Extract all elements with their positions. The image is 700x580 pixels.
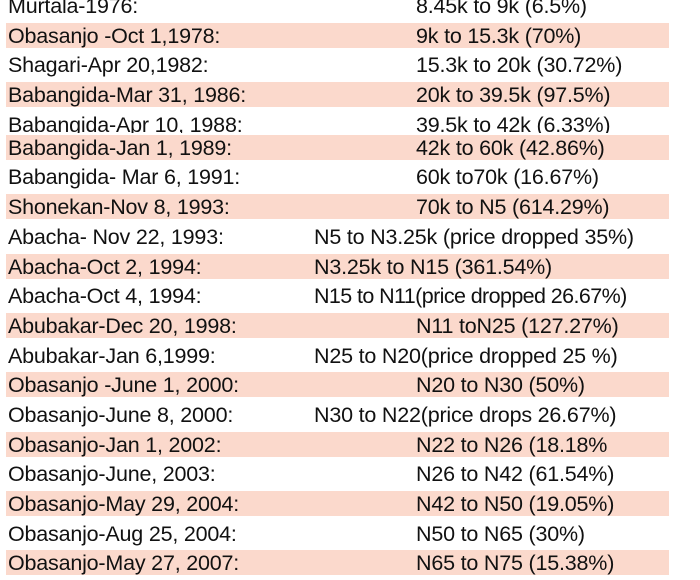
price-change-cell: 42k to 60k (42.86%) [416,135,605,160]
row-highlight [6,431,669,457]
table-row: Obasanjo -June 1, 2000: N20 to N30 (50%) [0,370,700,400]
table-row: Obasanjo -Oct 1,1978: 9k to 15.3k (70%) [0,21,700,51]
regime-date-cell: Babangida-Mar 31, 1986: [8,83,247,108]
row-highlight [6,312,669,338]
row-highlight [6,253,669,279]
table-row: Babangida-Jan 1, 1989: 42k to 60k (42.86%… [0,133,700,163]
regime-date-cell: Obasanjo-June, 2003: [8,462,216,487]
regime-date-cell: Abacha-Oct 4, 1994: [8,284,202,309]
table-row: Murtala-1976: 8.45k to 9k (6.5%) [0,0,700,21]
price-change-cell: N26 to N42 (61.54%) [416,462,615,487]
price-change-cell: N3.25k to N15 (361.54%) [314,254,553,279]
price-change-cell: N5 to N3.25k (price dropped 35%) [314,224,634,249]
table-row: Babangida-Apr 10, 1988: 39.5k to 42k (6.3… [0,110,700,133]
regime-date-cell: Babangida- Mar 6, 1991: [8,165,241,190]
regime-date-cell: Obasanjo-May 27, 2007: [8,551,240,576]
table-row: Obasanjo-June 8, 2000: N30 to N22(price d… [0,400,700,430]
table-row: Abubakar-Jan 6,1999: N25 to N20(price dro… [0,341,700,371]
table-row: Obasanjo-May 29, 2004: N42 to N50 (19.05%… [0,489,700,519]
table-row: Abacha-Oct 2, 1994: N3.25k to N15 (361.54… [0,252,700,282]
regime-date-cell: Shagari-Apr 20,1982: [8,53,209,78]
table-row: Obasanjo-Aug 25, 2004: N50 to N65 (30%) [0,519,700,549]
table-row: Babangida- Mar 6, 1991: 60k to70k (16.67%… [0,162,700,192]
price-change-cell: N20 to N30 (50%) [416,373,585,398]
price-change-cell: N11 toN25 (127.27%) [416,313,619,338]
price-change-cell: 60k to70k (16.67%) [416,165,599,190]
price-change-cell: N22 to N26 (18.18% [416,432,608,457]
table-row: Shonekan-Nov 8, 1993: 70k to N5 (614.29%) [0,192,700,222]
regime-date-cell: Abacha-Oct 2, 1994: [8,254,202,279]
price-change-cell: 9k to 15.3k (70%) [416,23,582,48]
regime-date-cell: Abubakar-Jan 6,1999: [8,343,216,368]
regime-date-cell: Babangida-Jan 1, 1989: [8,135,232,160]
row-highlight [6,22,669,48]
regime-date-cell: Obasanjo -June 1, 2000: [8,373,239,398]
table-row: Obasanjo-Jan 1, 2002: N22 to N26 (18.18% [0,430,700,460]
regime-date-cell: Abacha- Nov 22, 1993: [8,224,224,249]
regime-date-cell: Abubakar-Dec 20, 1998: [8,313,237,338]
price-change-cell: N50 to N65 (30%) [416,521,585,546]
regime-date-cell: Obasanjo-Aug 25, 2004: [8,521,237,546]
price-change-cell: 8.45k to 9k (6.5%) [416,0,587,18]
table-row: Abacha- Nov 22, 1993: N5 to N3.25k (price… [0,222,700,252]
table-row: Abubakar-Dec 20, 1998: N11 toN25 (127.27%… [0,311,700,341]
price-change-cell: N15 to N11(price dropped 26.67%) [314,284,627,309]
table-row: Abacha-Oct 4, 1994: N15 to N11(price drop… [0,281,700,311]
row-highlight [6,372,669,398]
price-change-cell: N25 to N20(price dropped 25 %) [314,343,618,368]
table-row: Shagari-Apr 20,1982: 15.3k to 20k (30.72%… [0,50,700,80]
price-change-cell: N42 to N50 (19.05%) [416,492,615,516]
regime-date-cell: Obasanjo-May 29, 2004: [8,492,240,516]
row-highlight [6,491,669,516]
price-change-cell: 20k to 39.5k (97.5%) [416,83,611,108]
row-highlight [6,82,669,108]
regime-date-cell: Shonekan-Nov 8, 1993: [8,195,230,220]
price-change-cell: N65 to N75 (15.38%) [416,551,615,576]
regime-date-cell: Babangida-Apr 10, 1988: [8,112,243,133]
row-highlight [6,194,669,220]
row-highlight [6,550,669,576]
regime-date-cell: Obasanjo-June 8, 2000: [8,402,234,427]
table-row: Obasanjo-May 27, 2007: N65 to N75 (15.38%… [0,548,700,578]
regime-date-cell: Obasanjo-Jan 1, 2002: [8,432,222,457]
table-row: Babangida-Mar 31, 1986: 20k to 39.5k (97.… [0,80,700,110]
table-row: Obasanjo-June, 2003: N26 to N42 (61.54%) [0,459,700,489]
row-highlight [6,134,669,160]
price-change-cell: 39.5k to 42k (6.33%) [416,112,611,133]
price-change-cell: 70k to N5 (614.29%) [416,195,610,220]
regime-date-cell: Obasanjo -Oct 1,1978: [8,23,221,48]
price-change-cell: N30 to N22(price drops 26.67%) [314,402,617,427]
regime-date-cell: Murtala-1976: [8,0,139,18]
price-change-cell: 15.3k to 20k (30.72%) [416,53,623,78]
